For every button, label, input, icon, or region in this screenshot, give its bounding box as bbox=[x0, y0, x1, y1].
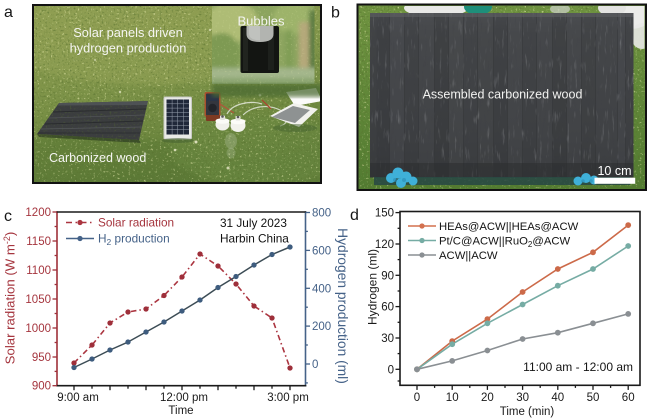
svg-text:hydrogen production: hydrogen production bbox=[70, 41, 187, 56]
svg-text:150: 150 bbox=[375, 208, 394, 220]
svg-text:b: b bbox=[331, 5, 340, 22]
svg-text:120: 120 bbox=[375, 239, 394, 251]
svg-text:Solar radiation: Solar radiation bbox=[98, 216, 174, 230]
svg-text:1200: 1200 bbox=[25, 207, 51, 219]
svg-text:200: 200 bbox=[312, 321, 331, 333]
svg-text:Time (min): Time (min) bbox=[500, 406, 555, 418]
svg-text:1100: 1100 bbox=[26, 265, 51, 277]
svg-text:1000: 1000 bbox=[25, 323, 51, 335]
svg-text:12:00 pm: 12:00 pm bbox=[160, 392, 208, 404]
svg-text:30: 30 bbox=[381, 333, 394, 345]
svg-text:10: 10 bbox=[446, 392, 459, 404]
svg-text:400: 400 bbox=[312, 283, 331, 295]
svg-text:1050: 1050 bbox=[25, 294, 51, 306]
svg-text:31 July 2023: 31 July 2023 bbox=[220, 216, 287, 230]
svg-text:800: 800 bbox=[312, 208, 331, 220]
svg-text:Time: Time bbox=[168, 405, 193, 417]
svg-text:950: 950 bbox=[32, 352, 51, 364]
svg-text:a: a bbox=[4, 4, 13, 21]
svg-text:50: 50 bbox=[587, 392, 600, 404]
svg-text:Pt/C@ACW||RuO2@ACW: Pt/C@ACW||RuO2@ACW bbox=[439, 236, 571, 250]
svg-text:20: 20 bbox=[481, 392, 494, 404]
svg-text:60: 60 bbox=[622, 392, 635, 404]
svg-text:Hydrogen production (ml): Hydrogen production (ml) bbox=[335, 228, 350, 384]
svg-text:c: c bbox=[4, 208, 12, 225]
svg-text:11:00 am - 12:00 am: 11:00 am - 12:00 am bbox=[523, 360, 633, 374]
svg-text:H2 production: H2 production bbox=[98, 232, 170, 248]
svg-text:60: 60 bbox=[381, 302, 394, 314]
svg-text:90: 90 bbox=[381, 270, 394, 282]
svg-text:30: 30 bbox=[516, 392, 529, 404]
svg-text:900: 900 bbox=[32, 381, 51, 393]
svg-text:Solar panels driven: Solar panels driven bbox=[73, 25, 183, 40]
svg-text:d: d bbox=[350, 207, 359, 224]
svg-text:Hydrogen (ml): Hydrogen (ml) bbox=[366, 249, 380, 325]
svg-text:0: 0 bbox=[388, 364, 394, 376]
svg-text:ACW||ACW: ACW||ACW bbox=[439, 250, 498, 262]
svg-text:0: 0 bbox=[312, 359, 318, 371]
svg-text:0: 0 bbox=[414, 392, 420, 404]
svg-text:Bubbles: Bubbles bbox=[238, 14, 285, 29]
svg-text:Solar radiation (W m-2): Solar radiation (W m-2) bbox=[2, 232, 18, 365]
svg-text:1150: 1150 bbox=[26, 236, 51, 248]
svg-text:600: 600 bbox=[312, 245, 331, 257]
svg-text:9:00 am: 9:00 am bbox=[57, 392, 99, 404]
svg-text:3:00 pm: 3:00 pm bbox=[267, 392, 309, 404]
svg-text:40: 40 bbox=[551, 392, 564, 404]
svg-text:10 cm: 10 cm bbox=[597, 164, 631, 178]
svg-text:Harbin China: Harbin China bbox=[220, 232, 289, 246]
svg-text:HEAs@ACW||HEAs@ACW: HEAs@ACW||HEAs@ACW bbox=[439, 221, 579, 233]
svg-text:Assembled carbonized wood: Assembled carbonized wood bbox=[423, 88, 583, 102]
svg-text:Carbonized wood: Carbonized wood bbox=[49, 151, 146, 165]
